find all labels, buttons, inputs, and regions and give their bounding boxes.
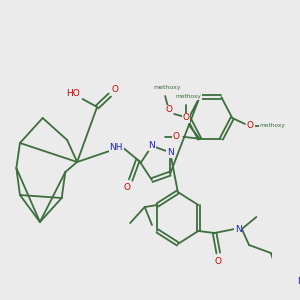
Text: N: N xyxy=(148,141,155,150)
Text: N: N xyxy=(167,148,174,157)
Text: O: O xyxy=(165,106,172,115)
Text: O: O xyxy=(247,122,254,130)
Text: methoxy: methoxy xyxy=(176,94,202,99)
Text: O: O xyxy=(172,132,179,141)
Text: O: O xyxy=(112,85,119,94)
Text: O: O xyxy=(124,184,130,193)
Text: HO: HO xyxy=(67,88,80,98)
Text: N: N xyxy=(297,277,300,286)
Text: methoxy: methoxy xyxy=(153,85,181,91)
Text: N: N xyxy=(235,224,242,233)
Text: NH: NH xyxy=(110,143,123,152)
Text: O: O xyxy=(182,113,190,122)
Text: O: O xyxy=(215,256,222,266)
Text: methoxy: methoxy xyxy=(259,124,285,128)
